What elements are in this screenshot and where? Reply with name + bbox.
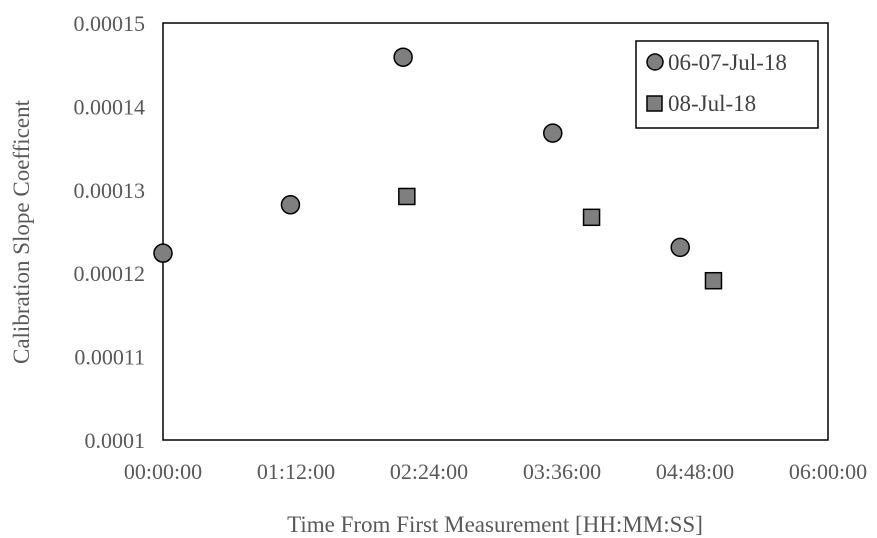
point-series-1-4 [670,237,690,258]
x-axis-ticks: 00:00:00 01:12:00 02:24:00 03:36:00 04:48:00… [124,459,867,484]
y-axis-ticks: 0.0001 0.00011 0.00012 0.00013 0.00014 0.0001… [74,11,146,453]
x-tick-label-5: 06:00:00 [789,459,867,484]
x-tick-label-3: 03:36:00 [523,459,601,484]
data-points [153,47,723,290]
x-tick-label-1: 01:12:00 [257,459,335,484]
y-tick-label-1: 0.00011 [74,345,145,370]
point-series-2-1 [582,208,601,227]
point-series-1-3 [543,123,563,143]
y-tick-label-5: 0.00015 [74,11,146,36]
y-tick-label-3: 0.00013 [74,178,146,203]
legend-square-marker [646,95,663,112]
point-series-2-0 [398,187,416,206]
x-axis-title: Time From First Measurement [HH:MM:SS] [287,512,703,537]
x-tick-label-4: 04:48:00 [656,459,734,484]
y-tick-label-4: 0.00014 [74,94,146,119]
plot-area [162,22,829,441]
point-series-1-1 [280,195,301,215]
legend-circle-marker [646,53,664,71]
point-series-2-2 [704,271,723,290]
legend-label-series-1: 06-07-Jul-18 [668,50,787,75]
point-series-1-0 [153,243,173,263]
legend: 06-07-Jul-18 08-Jul-18 [635,40,819,129]
y-tick-label-0: 0.0001 [85,428,146,453]
x-tick-label-0: 00:00:00 [124,459,202,484]
legend-box [635,40,819,129]
x-tick-label-2: 02:24:00 [390,459,468,484]
y-axis-title: Calibration Slope Coefficent [9,99,34,364]
legend-label-series-2: 08-Jul-18 [668,91,756,116]
point-series-1-2 [393,47,413,67]
y-tick-label-2: 0.00012 [74,261,146,286]
